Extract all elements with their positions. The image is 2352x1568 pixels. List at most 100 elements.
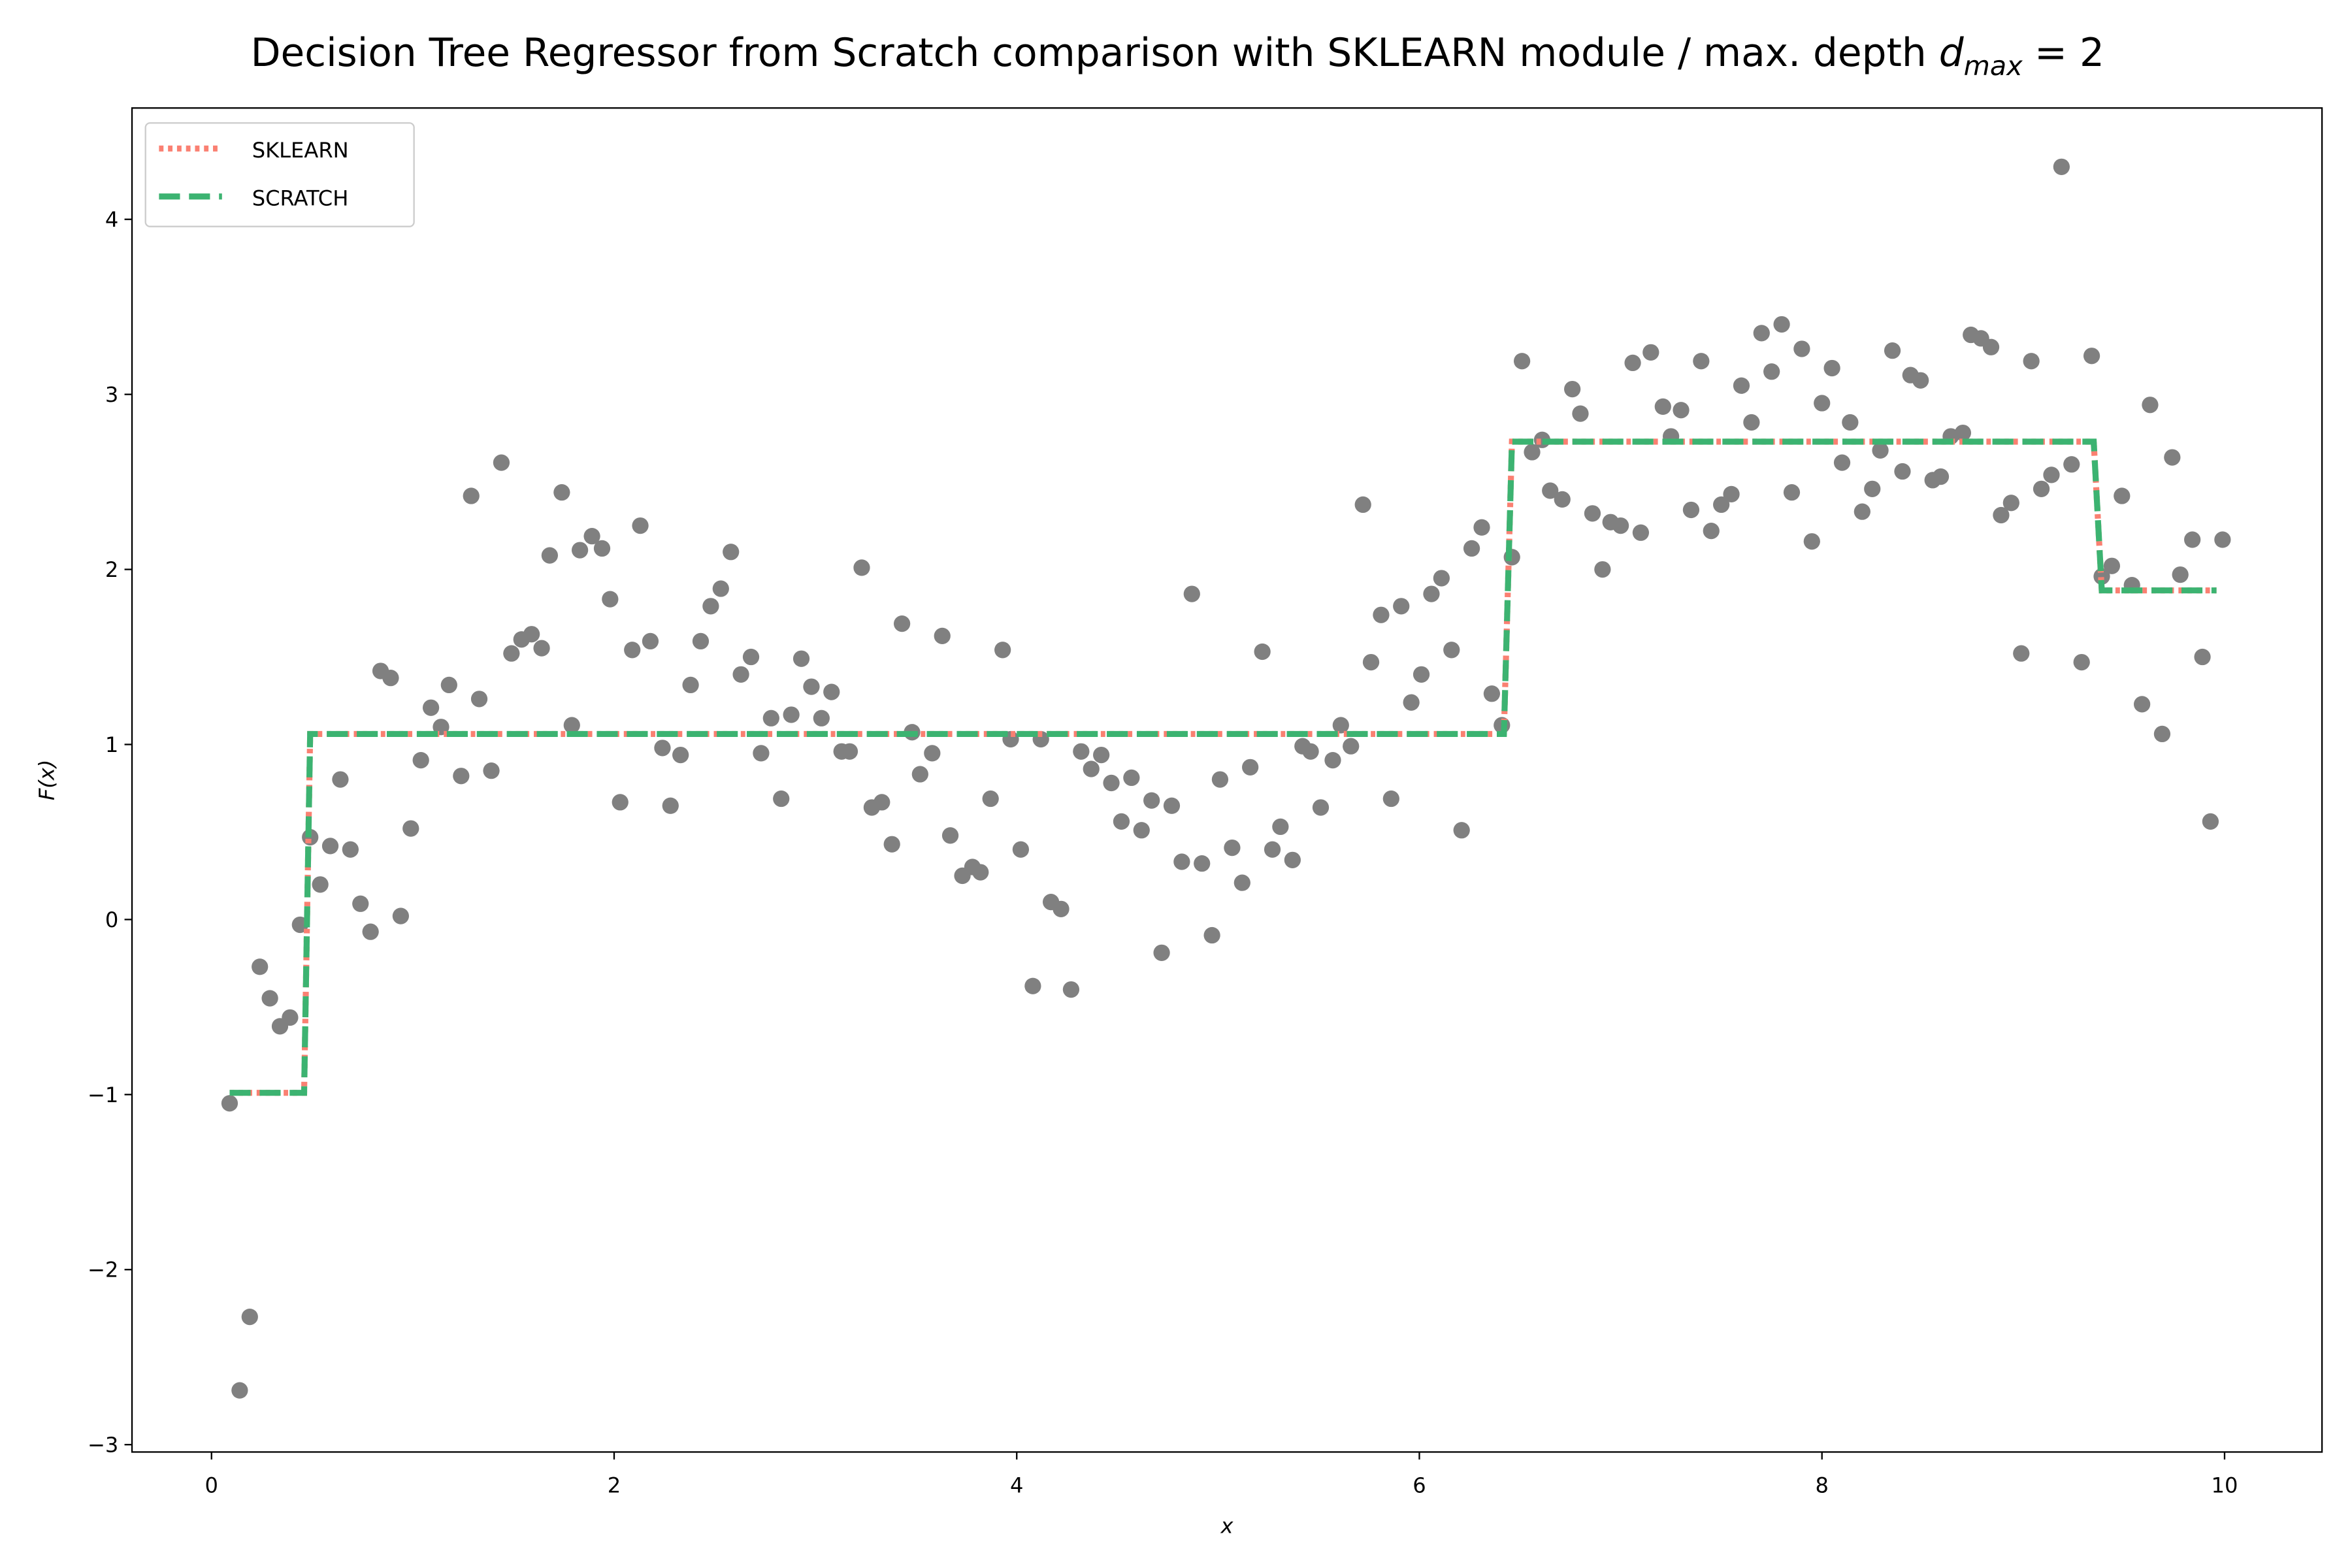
data-point [2043,466,2060,483]
data-point [1673,402,1690,419]
data-point [2083,348,2100,365]
data-point [1912,372,1929,389]
data-point [332,771,349,788]
data-point [563,717,580,734]
data-point [470,691,488,708]
data-point [1312,799,1330,816]
data-point [783,706,800,723]
data-point [1284,851,1301,868]
data-point [1993,506,2010,524]
data-point [282,1009,299,1026]
data-point [1343,738,1360,755]
data-point [1803,533,1820,550]
data-point [1143,792,1160,809]
data-point [1793,340,1810,357]
data-point [612,794,629,811]
x-tick-label: 10 [2212,1473,2238,1497]
data-point [1713,496,1730,514]
data-point [483,762,500,779]
plot-frame [131,107,2323,1453]
data-point [762,710,779,727]
data-point [883,836,900,853]
data-point [1211,771,1229,788]
data-point [1682,501,1700,519]
data-point [241,1308,258,1326]
data-point [261,990,278,1007]
data-point [1642,344,1659,361]
data-point [1463,540,1480,557]
data-point [624,642,641,659]
data-point [2063,456,2080,473]
data-point [1163,797,1181,814]
data-point [732,666,749,683]
data-point [2093,568,2110,585]
data-point [1743,414,1760,431]
data-point [1133,822,1150,839]
y-tick-label: 2 [105,557,118,582]
data-point [1423,585,1440,602]
data-point [1624,354,1641,372]
data-point [1354,496,1371,514]
x-tick-label: 4 [1010,1473,1023,1497]
data-point [1373,606,1390,623]
data-point [773,790,790,808]
data-point [642,632,659,650]
data-point [2153,725,2171,743]
data-point [1272,818,1289,836]
data-point [1113,813,1130,830]
y-axis-label: F(x) [35,760,59,801]
data-point [1443,642,1460,659]
data-point [1584,505,1601,522]
data-point [1763,363,1780,380]
y-tick-label: 3 [105,382,118,407]
data-point [2073,653,2090,671]
data-point [911,766,928,783]
data-point [252,958,269,975]
data-point [1413,666,1430,683]
data-point [1833,454,1851,471]
data-point [1254,643,1271,661]
data-point [1693,353,1710,370]
data-point [1382,790,1399,808]
title-var: d [1939,31,1965,76]
data-point [1982,338,2000,355]
data-point [1203,926,1220,944]
data-point [1264,841,1281,858]
data-point [1703,522,1720,540]
data-point [1564,380,1581,398]
data-point [2202,813,2219,830]
y-tick-label: −1 [88,1083,118,1107]
data-point [1612,517,1629,534]
data-point [994,642,1011,659]
data-point [893,615,911,632]
data-point [1473,519,1490,536]
data-point [1073,743,1090,760]
data-point [382,670,399,687]
data-point [1012,841,1030,858]
data-point [342,841,359,858]
data-point [221,1095,238,1112]
data-point [792,650,810,667]
data-point [702,598,719,615]
y-tick-label: 0 [105,907,118,932]
title-rest: = 2 [2034,31,2104,76]
data-point [362,923,379,940]
data-point [1332,717,1349,734]
data-point [1872,442,1889,459]
data-point [803,678,820,695]
data-point [654,740,671,757]
data-point [2214,531,2231,548]
data-point [1654,398,1671,416]
data-point [1053,900,1070,917]
title-sub: max [1964,50,2023,82]
legend-label: SKLEARN [252,138,349,163]
data-point [2172,566,2189,583]
data-point [2194,648,2211,666]
data-point [602,591,619,608]
data-point [1433,570,1450,587]
data-point [1554,491,1571,508]
data-point [1842,414,1859,431]
data-point [1884,342,1901,359]
